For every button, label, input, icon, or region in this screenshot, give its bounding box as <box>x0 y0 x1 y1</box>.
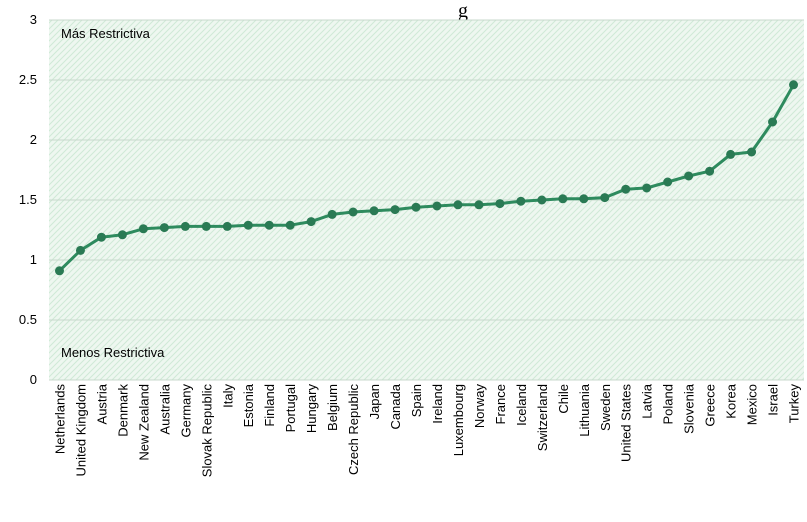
x-tick-label: Sweden <box>598 384 613 431</box>
annotation-top: Más Restrictiva <box>61 26 151 41</box>
x-tick-label: Japan <box>367 384 382 419</box>
x-tick-label: Greece <box>703 384 718 427</box>
data-point <box>579 194 589 204</box>
data-point <box>327 209 337 219</box>
x-tick-label: Hungary <box>304 384 319 434</box>
x-tick-label: Spain <box>409 384 424 417</box>
data-point <box>222 221 232 231</box>
x-tick-label: United Kingdom <box>73 384 88 477</box>
data-point <box>768 117 778 127</box>
data-point <box>117 230 127 240</box>
x-tick-label: Mexico <box>745 384 760 425</box>
y-tick-label: 0.5 <box>19 312 37 327</box>
data-point <box>747 147 757 157</box>
x-tick-label: Switzerland <box>535 384 550 451</box>
x-tick-label: Korea <box>724 383 739 418</box>
x-tick-label: Ireland <box>430 384 445 424</box>
y-tick-label: 1.5 <box>19 192 37 207</box>
data-point <box>516 196 526 206</box>
data-point <box>705 166 715 176</box>
chart-title: g <box>458 0 468 22</box>
x-tick-label: Norway <box>472 384 487 429</box>
x-tick-label: Belgium <box>325 384 340 431</box>
x-tick-label: Portugal <box>283 384 298 433</box>
x-tick-label: Iceland <box>514 384 529 426</box>
x-tick-label: Luxembourg <box>451 384 466 456</box>
x-tick-label: Lithuania <box>577 383 592 437</box>
data-point <box>411 202 421 212</box>
data-point <box>201 221 211 231</box>
data-point <box>75 245 85 255</box>
annotation-bottom: Menos Restrictiva <box>61 345 165 360</box>
data-point <box>138 224 148 234</box>
data-point <box>537 195 547 205</box>
data-point <box>789 80 799 90</box>
x-tick-label: France <box>493 384 508 424</box>
data-point <box>600 193 610 203</box>
x-tick-label: Latvia <box>640 383 655 418</box>
x-tick-label: New Zealand <box>136 384 151 461</box>
x-tick-label: Australia <box>157 383 172 434</box>
x-tick-label: United States <box>619 384 634 463</box>
y-tick-label: 3 <box>30 12 37 27</box>
data-point <box>726 149 736 159</box>
x-tick-label: Netherlands <box>52 384 67 455</box>
data-point <box>54 266 64 276</box>
data-point <box>642 183 652 193</box>
data-point <box>432 201 442 211</box>
data-point <box>663 177 673 187</box>
x-tick-label: Estonia <box>241 383 256 427</box>
x-tick-label: Czech Republic <box>346 384 361 476</box>
data-point <box>369 206 379 216</box>
x-tick-label: Chile <box>556 384 571 414</box>
data-point <box>285 220 295 230</box>
data-point <box>180 221 190 231</box>
data-point <box>159 223 169 233</box>
x-tick-label: Israel <box>766 384 781 416</box>
data-point <box>390 205 400 215</box>
data-point <box>348 207 358 217</box>
data-point <box>243 220 253 230</box>
data-point <box>306 217 316 227</box>
x-tick-label: Denmark <box>115 384 130 437</box>
data-point <box>621 184 631 194</box>
y-tick-label: 1 <box>30 252 37 267</box>
data-point <box>558 194 568 204</box>
x-tick-label: Italy <box>220 384 235 408</box>
y-tick-label: 2 <box>30 132 37 147</box>
x-tick-label: Finland <box>262 384 277 427</box>
y-tick-label: 0 <box>30 372 37 387</box>
x-tick-label: Turkey <box>787 384 802 424</box>
x-tick-label: Austria <box>94 383 109 424</box>
data-point <box>264 220 274 230</box>
x-tick-label: Slovenia <box>682 383 697 434</box>
x-tick-label: Slovak Republic <box>199 384 214 478</box>
x-tick-label: Germany <box>178 384 193 438</box>
data-point <box>453 200 463 210</box>
x-tick-label: Canada <box>388 383 403 429</box>
data-point <box>474 200 484 210</box>
data-point <box>495 199 505 209</box>
x-tick-label: Poland <box>661 384 676 424</box>
data-point <box>684 171 694 181</box>
data-point <box>96 232 106 242</box>
y-tick-label: 2.5 <box>19 72 37 87</box>
